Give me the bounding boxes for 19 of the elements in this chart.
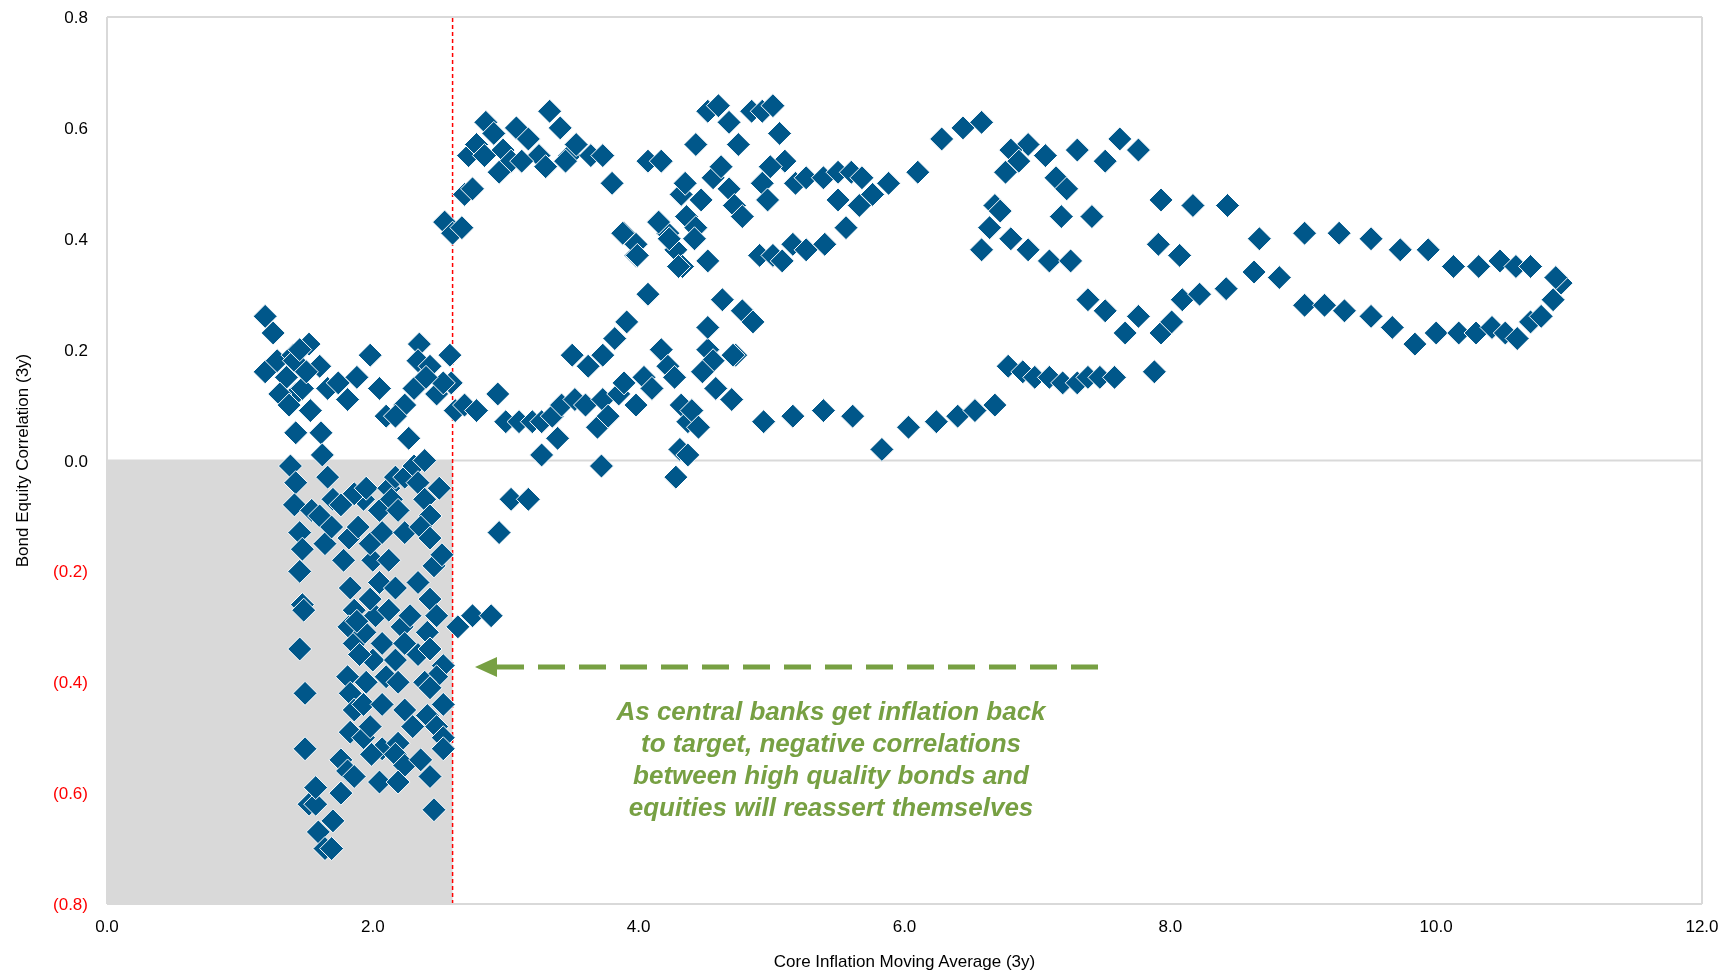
y-tick-label: 0.8 — [64, 7, 88, 27]
y-tick-label: 0.2 — [64, 340, 88, 360]
x-tick-label: 12.0 — [1685, 917, 1719, 937]
x-axis-title: Core Inflation Moving Average (3y) — [773, 952, 1036, 971]
annotation: As central banks get inflation back to target, negative correlations between high quality bonds and equities will reassert themselves — [615, 695, 1047, 823]
y-tick-label: 0.4 — [64, 229, 88, 249]
y-tick-label: (0.2) — [53, 561, 88, 581]
x-tick-label: 6.0 — [892, 917, 917, 937]
y-tick-label: (0.6) — [53, 783, 88, 803]
y-tick-label: (0.4) — [53, 672, 88, 692]
x-tick-label: 10.0 — [1419, 917, 1453, 937]
x-tick-label: 2.0 — [361, 917, 385, 937]
y-tick-label: (0.8) — [53, 894, 88, 914]
y-axis-title: Bond Equity Correlation (3y) — [13, 353, 33, 568]
y-tick-label: 0.0 — [64, 451, 88, 470]
x-tick-label: 4.0 — [626, 917, 651, 937]
y-tick-label: 0.6 — [64, 118, 88, 138]
x-tick-label: 8.0 — [1158, 917, 1183, 937]
x-tick-label: 0.0 — [95, 917, 119, 937]
